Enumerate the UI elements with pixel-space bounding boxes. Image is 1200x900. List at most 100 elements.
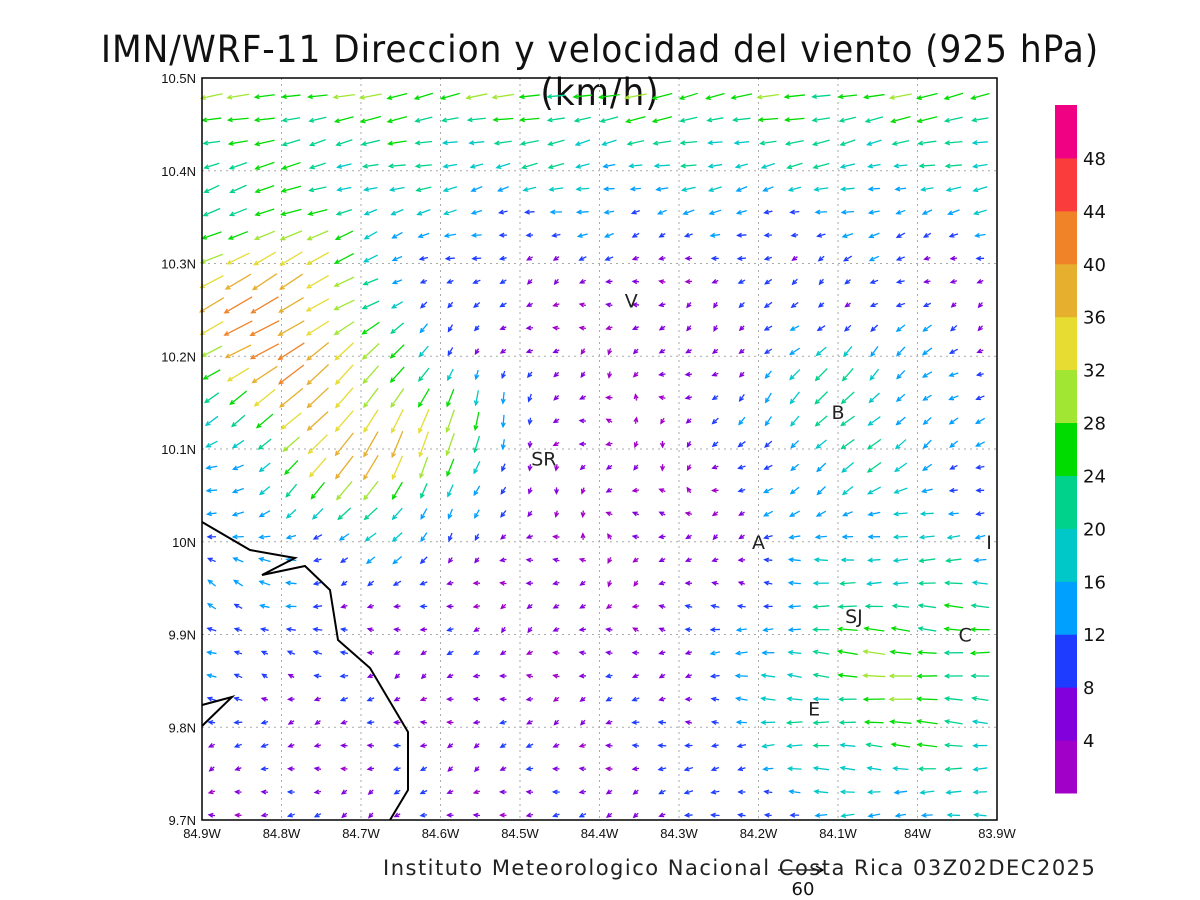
wind-vector <box>254 161 275 170</box>
wind-vector <box>472 696 481 702</box>
wind-vector <box>918 163 936 169</box>
wind-vector <box>306 411 329 431</box>
wind-vector <box>284 580 297 586</box>
wind-vector <box>919 511 934 517</box>
wind-vector <box>788 534 801 540</box>
wind-vector <box>391 532 403 542</box>
wind-vector <box>737 812 746 818</box>
wind-vector <box>492 117 514 123</box>
x-tick-label: 84.4W <box>581 826 619 841</box>
wind-vector <box>816 462 827 473</box>
wind-vector <box>473 302 481 309</box>
wind-vector <box>367 789 374 795</box>
wind-vector <box>279 387 304 408</box>
wind-vector <box>473 627 480 633</box>
wind-vector <box>653 163 670 169</box>
wind-vector <box>949 440 959 448</box>
wind-vector <box>472 603 481 609</box>
wind-vector <box>578 394 586 400</box>
wind-vector <box>683 766 694 772</box>
wind-vector <box>605 789 613 795</box>
wind-vector <box>493 140 512 146</box>
wind-vector <box>947 209 960 216</box>
x-tick-label: 84W <box>904 826 931 841</box>
wind-vector <box>812 720 830 726</box>
wind-vector <box>975 487 985 493</box>
city-label: C <box>959 625 972 647</box>
wind-vector <box>631 719 640 725</box>
wind-vector <box>552 742 560 748</box>
wind-vector <box>975 511 985 517</box>
colorbar-band <box>1055 316 1077 371</box>
wind-vector <box>605 812 613 818</box>
wind-vector <box>840 391 855 405</box>
wind-vector <box>419 696 428 702</box>
wind-vector <box>971 696 989 702</box>
wind-vector <box>361 343 380 360</box>
wind-vector <box>474 509 480 519</box>
x-tick-label: 83.9W <box>978 826 1016 841</box>
wind-vector <box>446 743 454 749</box>
wind-vector <box>658 650 666 656</box>
wind-vector <box>764 278 773 285</box>
wind-vector <box>333 116 354 124</box>
wind-vector <box>838 116 856 123</box>
wind-vector <box>787 557 801 563</box>
wind-vector <box>658 488 666 494</box>
wind-vector <box>631 302 640 308</box>
wind-vector <box>888 696 913 702</box>
wind-vector <box>341 812 348 819</box>
wind-vector <box>415 186 432 193</box>
wind-vector <box>420 650 427 656</box>
wind-vector <box>812 604 830 610</box>
wind-vector <box>837 696 857 702</box>
wind-vector <box>388 186 405 192</box>
wind-vector <box>552 557 560 563</box>
wind-vector <box>816 232 826 238</box>
wind-vector <box>971 140 988 146</box>
wind-vector <box>892 511 908 517</box>
wind-vector <box>814 415 828 427</box>
wind-vector <box>312 627 323 633</box>
wind-vector <box>607 580 613 588</box>
wind-vector <box>526 255 533 261</box>
wind-vector <box>973 557 987 563</box>
wind-vector <box>446 719 454 725</box>
wind-vector <box>391 481 403 500</box>
wind-vector <box>711 511 719 517</box>
wind-vector <box>737 441 746 448</box>
wind-vector <box>950 324 958 332</box>
wind-vector <box>285 627 296 633</box>
wind-vector <box>226 93 250 100</box>
wind-vector <box>972 766 988 772</box>
wind-vector <box>333 276 355 287</box>
wind-vector <box>891 139 910 146</box>
wind-vector <box>763 534 773 540</box>
wind-vector <box>839 765 856 771</box>
wind-vector <box>519 117 540 123</box>
wind-vector <box>363 455 379 481</box>
wind-vector <box>419 766 428 771</box>
wind-vector <box>313 789 322 795</box>
wind-vector <box>575 186 590 192</box>
wind-vector <box>678 92 699 101</box>
wind-vector <box>525 766 534 772</box>
wind-vector <box>655 186 669 192</box>
wind-vector <box>712 534 718 541</box>
wind-vector <box>843 346 853 358</box>
wind-vector <box>686 325 692 332</box>
wind-vector <box>227 140 248 146</box>
wind-vector <box>762 627 774 633</box>
wind-vector <box>260 650 269 656</box>
wind-vector <box>499 766 507 771</box>
wind-vector <box>366 627 375 633</box>
footer-credit: Instituto Meteorologico Nacional Costa R… <box>383 856 1097 880</box>
city-label: SJ <box>845 606 863 628</box>
wind-vector <box>789 391 800 405</box>
wind-vector <box>709 627 720 633</box>
wind-vector <box>308 162 326 170</box>
wind-vector <box>447 301 454 309</box>
wind-vector <box>308 116 327 123</box>
wind-vector <box>287 673 295 679</box>
wind-vector <box>258 557 271 563</box>
